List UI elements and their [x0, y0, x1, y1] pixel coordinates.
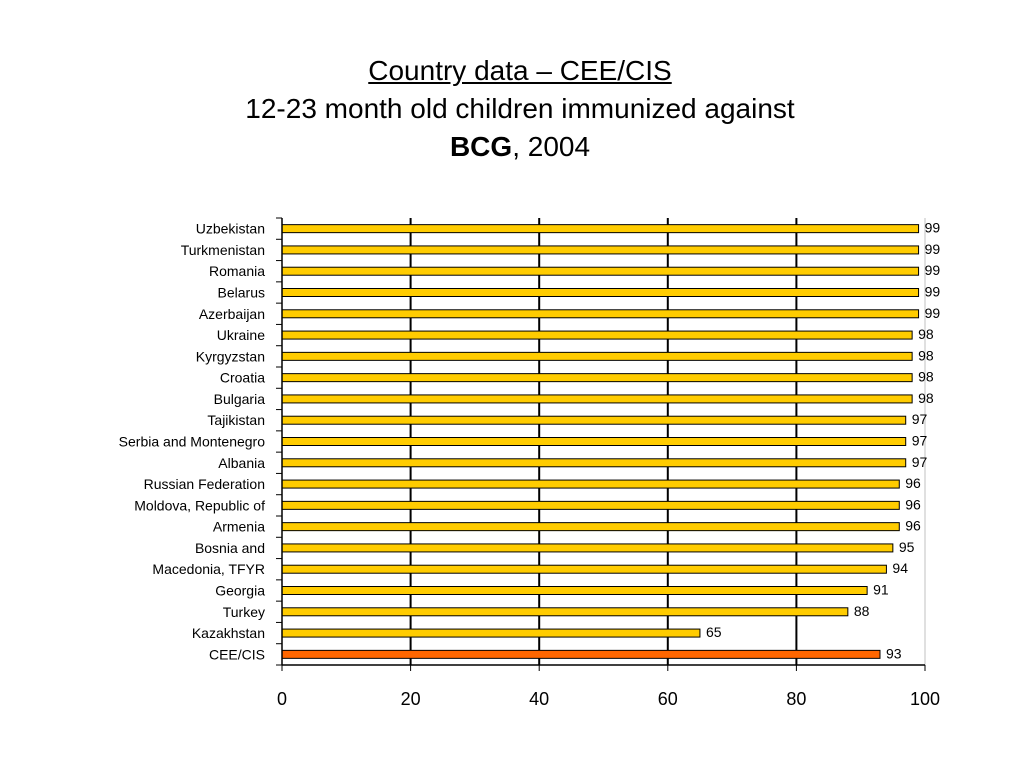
- category-label: Georgia: [215, 583, 265, 599]
- bar: [281, 607, 849, 617]
- bar: [281, 649, 881, 659]
- category-label: Armenia: [213, 519, 265, 535]
- category-label: Tajikistan: [207, 412, 265, 428]
- category-label: Azerbaijan: [199, 306, 265, 322]
- chart-title-vaccine: BCG: [449, 131, 513, 162]
- value-label: 98: [918, 369, 934, 385]
- category-label: Turkey: [223, 604, 265, 620]
- category-label: Serbia and Montenegro: [119, 434, 266, 450]
- bar: [281, 245, 920, 255]
- bar: [281, 522, 900, 532]
- category-label: Belarus: [218, 285, 265, 301]
- value-label: 98: [918, 390, 934, 406]
- category-label: Bulgaria: [214, 391, 266, 407]
- value-label: 99: [925, 284, 941, 300]
- x-tick-label: 80: [786, 689, 806, 709]
- x-tick-label: 40: [529, 689, 549, 709]
- category-label: Russian Federation: [144, 476, 265, 492]
- chart-title-line-2: 12-23 month old children immunized again…: [245, 93, 795, 124]
- category-label: Kyrgyzstan: [196, 348, 265, 364]
- x-tick-label: 60: [658, 689, 678, 709]
- category-label: Croatia: [220, 370, 265, 386]
- x-tick-label: 100: [910, 689, 940, 709]
- value-label: 99: [925, 220, 941, 236]
- value-label: 88: [854, 603, 870, 619]
- value-label: 96: [905, 496, 921, 512]
- category-label: Romania: [209, 263, 265, 279]
- bar: [281, 628, 701, 638]
- chart-title-line-1: Country data – CEE/CIS: [368, 55, 672, 86]
- chart-title-year: , 2004: [512, 131, 591, 162]
- bar: [281, 309, 920, 319]
- value-label: 94: [892, 560, 908, 576]
- value-label: 97: [912, 433, 928, 449]
- bar: [281, 543, 894, 553]
- chart-title-line-3: BCG, 2004: [0, 128, 1024, 166]
- bar: [281, 415, 907, 425]
- bar: [281, 330, 913, 340]
- chart-title: Country data – CEE/CIS 12-23 month old c…: [0, 52, 1024, 166]
- value-label: 91: [873, 582, 889, 598]
- category-label: Moldova, Republic of: [134, 497, 265, 513]
- value-label: 98: [918, 326, 934, 342]
- labels: 0 20 40 60 80 100 Uzbekistan 99 Turkmenistan 99 Ro…: [119, 220, 941, 709]
- category-label: Macedonia, TFYR: [152, 561, 265, 577]
- category-label: Uzbekistan: [196, 221, 265, 237]
- value-label: 96: [905, 518, 921, 534]
- value-label: 97: [912, 411, 928, 427]
- bar: [281, 224, 920, 234]
- category-label: Kazakhstan: [192, 625, 265, 641]
- category-label: Ukraine: [217, 327, 265, 343]
- value-label: 93: [886, 645, 902, 661]
- bar: [281, 351, 913, 361]
- bar: [281, 458, 907, 468]
- bar: [281, 373, 913, 383]
- category-label: CEE/CIS: [209, 646, 265, 662]
- bars: [281, 224, 920, 659]
- x-tick-label: 0: [277, 689, 287, 709]
- category-label: Bosnia and: [195, 540, 265, 556]
- value-label: 99: [925, 241, 941, 257]
- value-label: 96: [905, 475, 921, 491]
- category-label: Turkmenistan: [181, 242, 265, 258]
- value-label: 98: [918, 347, 934, 363]
- bar: [281, 500, 900, 510]
- value-label: 95: [899, 539, 915, 555]
- bar: [281, 394, 913, 404]
- bar: [281, 288, 920, 297]
- bar: [281, 564, 887, 574]
- bar: [281, 586, 868, 595]
- bar: [281, 479, 900, 489]
- value-label: 99: [925, 305, 941, 321]
- axes: [276, 217, 926, 671]
- bar: [281, 437, 907, 446]
- x-tick-label: 20: [401, 689, 421, 709]
- value-label: 99: [925, 262, 941, 278]
- category-label: Albania: [218, 455, 265, 471]
- value-label: 65: [706, 624, 722, 640]
- bar: [281, 266, 920, 276]
- value-label: 97: [912, 454, 928, 470]
